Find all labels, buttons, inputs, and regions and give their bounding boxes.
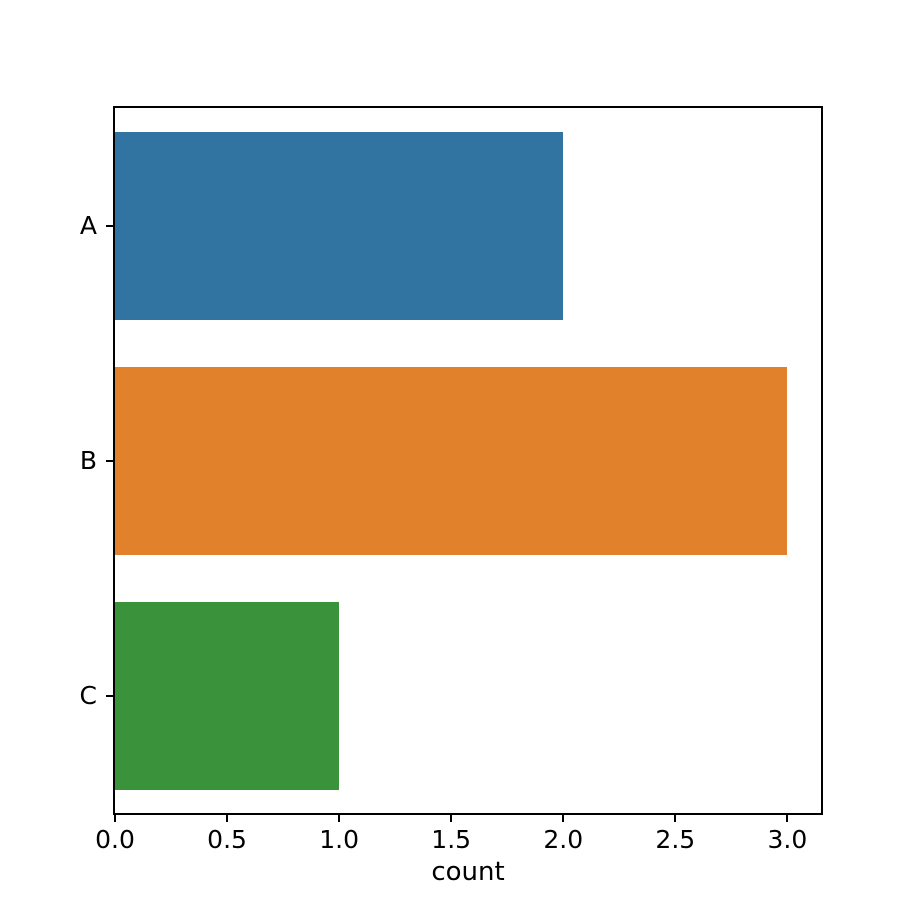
y-tick-A: [106, 224, 115, 227]
x-tick-0.5: [226, 814, 229, 822]
y-tick-label-C: C: [79, 680, 97, 710]
x-tick-1.5: [450, 814, 453, 822]
x-tick-1.0: [338, 814, 341, 822]
plot-area: [113, 106, 823, 815]
x-tick-label-1.0: 1.0: [319, 825, 360, 854]
x-tick-2.5: [674, 814, 677, 822]
bar-A: [115, 131, 564, 320]
y-tick-B: [106, 459, 115, 462]
x-tick-label-0.0: 0.0: [95, 825, 135, 854]
y-tick-label-A: A: [79, 210, 97, 240]
x-tick-label-2.5: 2.5: [655, 825, 696, 854]
x-tick-2.0: [562, 814, 565, 822]
x-tick-label-3.0: 3.0: [767, 825, 808, 854]
y-tick-C: [106, 694, 115, 697]
x-axis-label: count: [431, 857, 505, 887]
bar-C: [115, 601, 340, 790]
bar-B: [115, 366, 788, 555]
x-tick-3.0: [786, 814, 789, 822]
x-tick-label-1.5: 1.5: [431, 825, 472, 854]
y-tick-label-B: B: [79, 445, 97, 475]
x-tick-label-0.5: 0.5: [207, 825, 247, 854]
x-tick-label-2.0: 2.0: [543, 825, 584, 854]
x-tick-0.0: [114, 814, 116, 822]
